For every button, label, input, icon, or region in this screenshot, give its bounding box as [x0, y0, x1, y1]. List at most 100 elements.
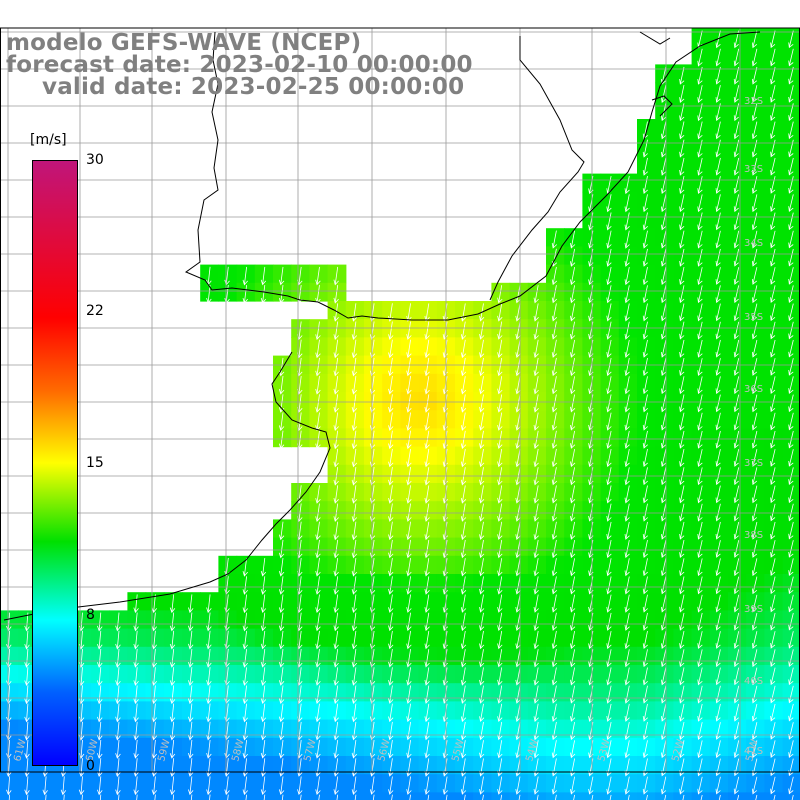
wind-arrow [733, 667, 740, 686]
wind-arrow [733, 48, 740, 67]
wind-arrow [697, 558, 703, 577]
wind-arrow [770, 612, 776, 631]
wind-arrow [333, 667, 339, 686]
wind-arrow [697, 521, 703, 540]
wind-arrow [715, 485, 721, 504]
wind-arrow [697, 285, 703, 304]
wind-arrow [715, 48, 721, 67]
wind-arrow [388, 612, 394, 632]
wind-arrow [224, 758, 230, 777]
wind-arrow [278, 703, 285, 723]
wind-arrow [788, 576, 794, 595]
wind-arrow [606, 267, 612, 286]
wind-arrow [515, 649, 521, 668]
wind-arrow [497, 357, 503, 377]
wind-arrow [151, 630, 158, 650]
wind-speed-cell [728, 792, 747, 800]
wind-arrow [188, 721, 194, 741]
wind-arrow [151, 776, 158, 796]
wind-arrow [388, 503, 394, 522]
wind-arrow [715, 376, 721, 395]
wind-arrow [278, 649, 285, 668]
wind-arrow [97, 667, 103, 687]
wind-arrow [715, 776, 721, 795]
wind-arrow [770, 85, 776, 103]
wind-arrow [533, 448, 539, 468]
wind-arrow [752, 267, 758, 285]
wind-arrow [551, 230, 558, 249]
wind-arrow [661, 503, 667, 522]
wind-arrow [733, 449, 740, 467]
wind-arrow [697, 194, 703, 213]
wind-arrow [533, 394, 539, 413]
wind-arrow [606, 612, 612, 631]
wind-arrow [697, 212, 703, 231]
wind-arrow [788, 449, 794, 467]
wind-arrow [315, 376, 321, 395]
wind-arrow [715, 230, 721, 249]
wind-arrow [460, 649, 467, 668]
wind-arrow [388, 376, 394, 395]
wind-speed-cell [618, 792, 638, 800]
wind-arrow [515, 503, 521, 522]
wind-arrow [624, 485, 630, 504]
wind-arrow [315, 758, 321, 777]
wind-arrow [570, 485, 576, 504]
wind-arrow [679, 540, 685, 558]
wind-arrow [624, 285, 630, 304]
wind-arrow [333, 740, 339, 759]
wind-arrow [624, 703, 630, 722]
wind-speed-cell [254, 792, 274, 800]
wind-arrow [479, 649, 485, 668]
wind-arrow [515, 539, 521, 559]
wind-arrow [515, 339, 521, 358]
wind-arrow [515, 667, 521, 686]
wind-arrow [172, 794, 175, 800]
wind-arrow [551, 539, 558, 559]
wind-speed-cell [382, 792, 401, 800]
wind-arrow [42, 776, 48, 796]
wind-arrow [169, 776, 176, 796]
wind-arrow [333, 594, 339, 614]
wind-arrow [278, 576, 285, 595]
wind-arrow [770, 194, 776, 212]
wind-arrow [388, 539, 394, 559]
wind-arrow [533, 685, 539, 704]
wind-arrow [642, 776, 648, 795]
wind-arrow [260, 776, 267, 796]
wind-arrow [606, 521, 612, 540]
wind-arrow [733, 576, 740, 595]
wind-speed-cell [291, 792, 310, 800]
wind-arrow [791, 794, 794, 800]
wind-arrow [369, 758, 376, 777]
wind-arrow [533, 576, 539, 595]
wind-speed-cell [764, 792, 784, 800]
wind-arrow [24, 630, 30, 650]
wind-arrow [424, 630, 430, 650]
wind-arrow [188, 612, 194, 632]
wind-arrow [551, 576, 558, 595]
wind-arrow [315, 503, 321, 523]
wind-arrow [752, 176, 758, 194]
wind-arrow [679, 430, 685, 449]
wind-arrow [642, 631, 648, 649]
wind-arrow [388, 448, 394, 468]
coastline [3, 31, 761, 621]
wind-arrow [606, 485, 612, 504]
wind-arrow [515, 703, 521, 722]
wind-arrow [479, 721, 485, 741]
wind-arrow [260, 594, 267, 614]
wind-arrow [533, 285, 539, 304]
wind-arrow [570, 358, 576, 377]
wind-arrow [788, 594, 794, 613]
wind-arrow [733, 558, 740, 577]
wind-arrow [788, 176, 794, 194]
wind-arrow [788, 540, 794, 558]
wind-arrow [406, 740, 412, 759]
wind-arrow [336, 794, 339, 800]
wind-arrow [133, 648, 139, 668]
wind-arrow [206, 758, 212, 777]
wind-arrow [697, 503, 703, 522]
wind-arrow [624, 248, 630, 267]
wind-arrow [642, 230, 648, 249]
